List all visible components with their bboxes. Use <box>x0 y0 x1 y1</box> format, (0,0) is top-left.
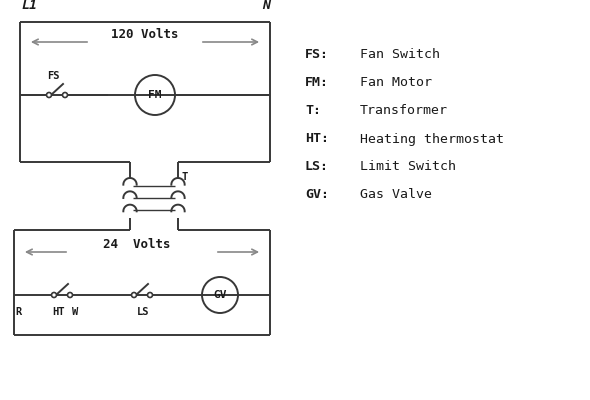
Text: GV: GV <box>213 290 227 300</box>
Text: GV:: GV: <box>305 188 329 202</box>
Text: T: T <box>181 172 187 182</box>
Text: 120 Volts: 120 Volts <box>112 28 179 41</box>
Text: LS: LS <box>137 307 149 317</box>
Circle shape <box>63 92 67 98</box>
Text: Fan Motor: Fan Motor <box>360 76 432 90</box>
Circle shape <box>132 292 136 298</box>
Text: FM: FM <box>148 90 162 100</box>
Text: HT:: HT: <box>305 132 329 146</box>
Text: T:: T: <box>305 104 321 118</box>
Text: Transformer: Transformer <box>360 104 448 118</box>
Text: R: R <box>15 307 21 317</box>
Text: FS: FS <box>47 71 60 81</box>
Text: 24  Volts: 24 Volts <box>103 238 171 251</box>
Text: FM:: FM: <box>305 76 329 90</box>
Text: W: W <box>72 307 78 317</box>
Text: Limit Switch: Limit Switch <box>360 160 456 174</box>
Circle shape <box>51 292 57 298</box>
Text: N: N <box>262 0 270 12</box>
Circle shape <box>47 92 51 98</box>
Circle shape <box>67 292 73 298</box>
Text: Heating thermostat: Heating thermostat <box>360 132 504 146</box>
Text: Gas Valve: Gas Valve <box>360 188 432 202</box>
Circle shape <box>148 292 152 298</box>
Text: Fan Switch: Fan Switch <box>360 48 440 62</box>
Text: LS:: LS: <box>305 160 329 174</box>
Text: FS:: FS: <box>305 48 329 62</box>
Text: HT: HT <box>52 307 64 317</box>
Text: L1: L1 <box>21 0 37 12</box>
